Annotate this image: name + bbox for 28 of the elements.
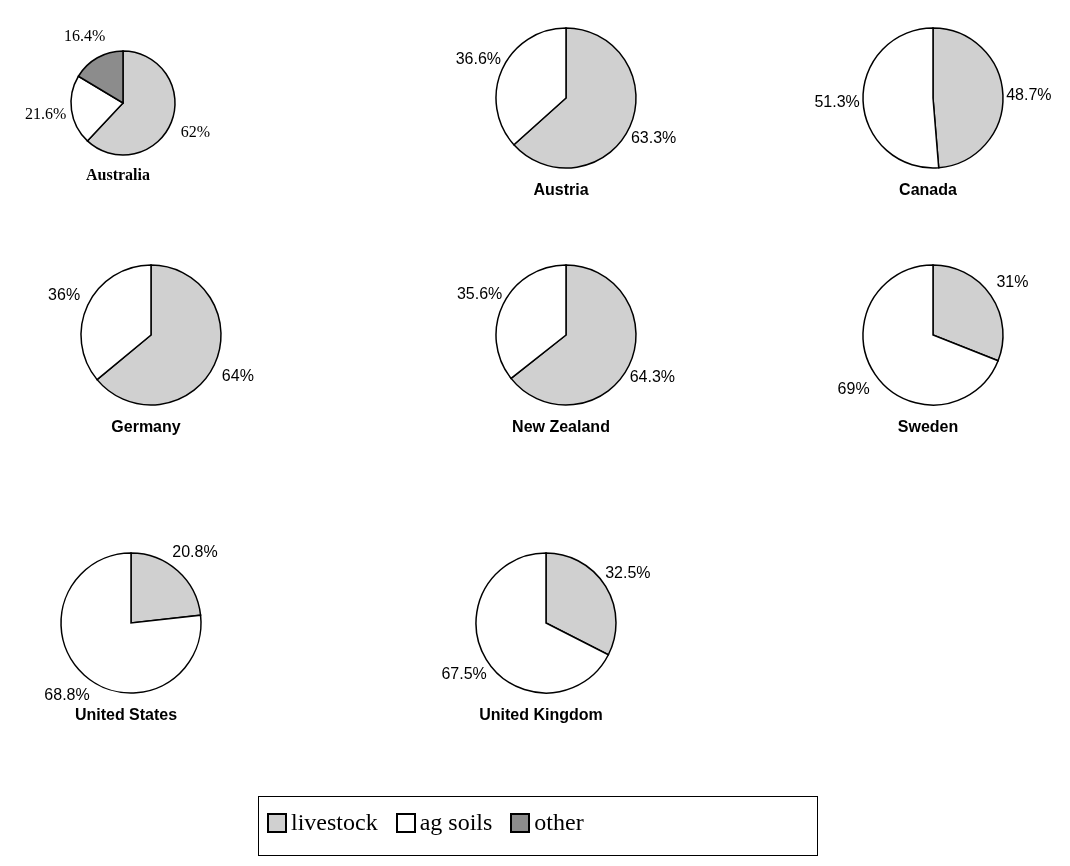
data-label: 32.5%	[605, 564, 651, 582]
data-label: 51.3%	[814, 93, 860, 111]
data-label: 64%	[221, 367, 254, 385]
data-label: 48.7%	[1006, 85, 1052, 103]
text: United States	[73, 706, 179, 724]
legend-label: other	[534, 809, 584, 836]
text: Australia	[85, 166, 151, 184]
data-label: 16.4%	[63, 26, 106, 44]
text: Canada	[898, 181, 958, 199]
text: United Kingdom	[478, 706, 604, 724]
data-label: 67.5%	[441, 664, 487, 682]
text: Austria	[532, 181, 590, 199]
data-label: 64.3%	[629, 368, 676, 386]
data-label: 62%	[180, 123, 211, 141]
text: New Zealand	[511, 418, 611, 436]
data-label: 21.6%	[25, 105, 67, 123]
legend-label: livestock	[291, 809, 378, 836]
data-label: 20.8%	[172, 542, 218, 560]
text: Germany	[110, 418, 182, 436]
data-label: 63.3%	[630, 128, 677, 146]
legend-label: ag soils	[419, 809, 493, 836]
data-label: 69%	[837, 380, 870, 398]
data-label: 36%	[48, 285, 81, 303]
text: Sweden	[896, 418, 960, 436]
data-label: 31%	[996, 272, 1029, 290]
data-label: 68.8%	[44, 686, 90, 704]
data-label: 35.6%	[456, 284, 503, 302]
data-label: 36.6%	[455, 50, 502, 68]
